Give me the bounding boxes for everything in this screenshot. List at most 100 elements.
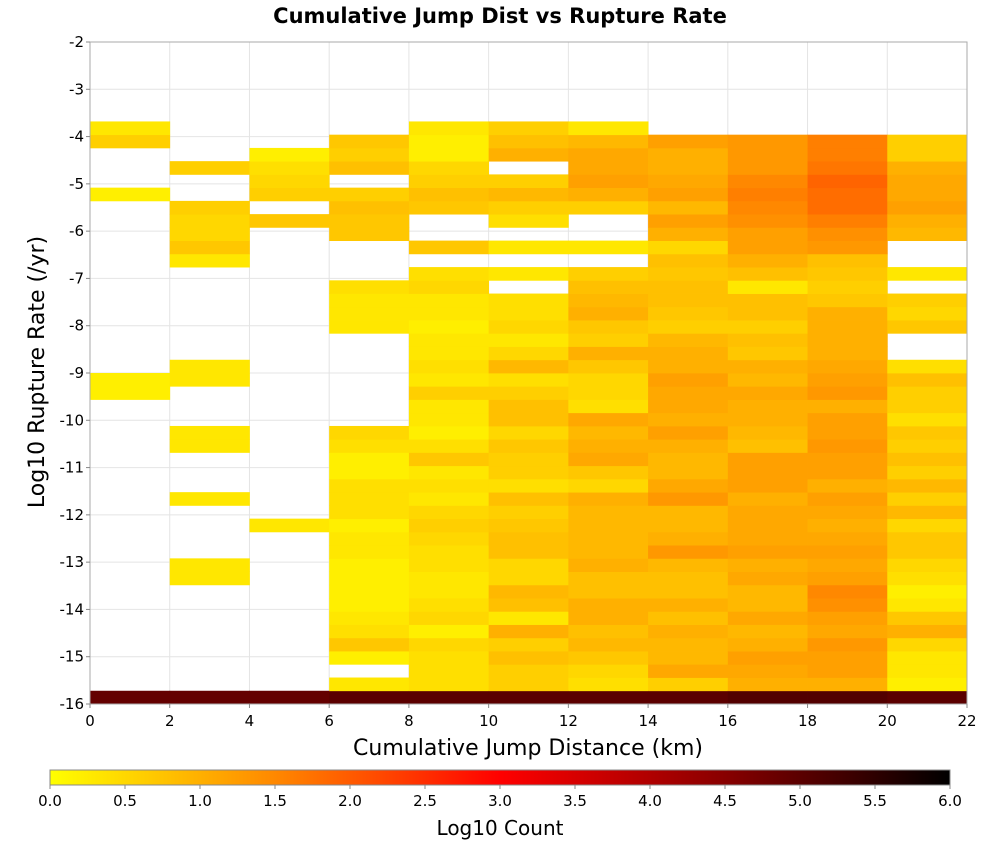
y-tick-label: -15 [60, 648, 85, 666]
heatmap-cell [249, 147, 330, 162]
heatmap-cell [568, 651, 649, 665]
heatmap-cell [807, 200, 888, 215]
heatmap-cell [887, 545, 968, 559]
heatmap-cell [648, 598, 729, 612]
colorbar-label: Log10 Count [437, 816, 564, 840]
heatmap-cell [727, 280, 808, 294]
heatmap-cell [169, 571, 250, 586]
heatmap-cell [727, 651, 808, 665]
heatmap-cell [408, 492, 490, 506]
heatmap-cell [648, 227, 729, 241]
heatmap-cell [488, 492, 569, 506]
heatmap-cell [568, 598, 649, 612]
y-axis-ticks: -2 -3 -4 -5 -6 -7 -8 -9 -10 -11 -12 -13 -14 -15 -16 [60, 33, 90, 713]
heatmap-cell [568, 412, 649, 427]
colorbar [49, 769, 951, 786]
heatmap-cell [249, 214, 330, 228]
heatmap-cell [329, 214, 410, 228]
heatmap-cell [887, 571, 968, 586]
heatmap-cell [648, 134, 729, 149]
heatmap-cell [408, 161, 490, 175]
heatmap-cell [807, 280, 888, 294]
heatmap-cell [807, 664, 888, 678]
heatmap-cell [727, 174, 808, 189]
heatmap-cell [329, 531, 410, 546]
heatmap-cell [568, 134, 649, 149]
x-tick-label: 4 [245, 712, 255, 730]
heatmap-cell [648, 293, 729, 308]
colorbar-tick-label: 0.0 [38, 792, 62, 810]
colorbar-tick-label: 3.5 [563, 792, 587, 810]
heatmap-cell [249, 187, 330, 202]
heatmap-cell [648, 253, 729, 268]
heatmap-cell [408, 240, 490, 255]
heatmap-cell [329, 280, 410, 294]
heatmap-cell [887, 478, 968, 493]
heatmap-cell [807, 690, 888, 705]
heatmap-cell [568, 492, 649, 506]
heatmap-cell [329, 187, 410, 202]
heatmap-cell [408, 558, 490, 572]
heatmap-cell [488, 690, 569, 705]
y-tick-label: -4 [69, 128, 84, 146]
heatmap-cell [408, 690, 490, 705]
heatmap-cell [249, 174, 330, 189]
heatmap-cell [408, 598, 490, 612]
heatmap-cell [488, 584, 569, 599]
heatmap-cell [648, 320, 729, 334]
heatmap-cell [887, 227, 968, 241]
heatmap-cell [887, 386, 968, 400]
heatmap-cell [169, 690, 250, 705]
heatmap-cell [408, 386, 490, 400]
heatmap-cell [648, 280, 729, 294]
heatmap-cell [488, 386, 569, 400]
heatmap-cell [727, 227, 808, 241]
heatmap-cell [329, 584, 410, 599]
heatmap-cell [488, 478, 569, 493]
heatmap-cell [648, 240, 729, 255]
y-axis-label: Log10 Rupture Rate (/yr) [25, 236, 50, 508]
heatmap-cell [488, 333, 569, 347]
heatmap-cell [90, 121, 171, 136]
heatmap-cell [488, 187, 569, 202]
heatmap-cell [648, 677, 729, 692]
heatmap-cell [488, 598, 569, 612]
heatmap-cell [329, 227, 410, 241]
heatmap-cell [169, 373, 250, 387]
heatmap-cell [807, 637, 888, 652]
heatmap-cell [648, 200, 729, 215]
heatmap-cell [807, 240, 888, 255]
heatmap-cell [408, 187, 490, 202]
heatmap-cell [887, 558, 968, 572]
heatmap-cell [329, 134, 410, 149]
y-tick-label: -5 [69, 175, 84, 193]
heatmap-cell [648, 174, 729, 189]
heatmap-cell [887, 425, 968, 440]
heatmap-cell [329, 518, 410, 533]
heatmap-cell [727, 240, 808, 255]
heatmap-cell [329, 624, 410, 639]
colorbar-tick-label: 2.0 [338, 792, 362, 810]
heatmap-cell [488, 664, 569, 678]
heatmap-cell [568, 399, 649, 414]
heatmap-cell [887, 598, 968, 612]
heatmap-cell [488, 267, 569, 281]
heatmap-cell [568, 187, 649, 202]
heatmap-cell [648, 452, 729, 467]
heatmap-cell [488, 439, 569, 453]
heatmap-cell [568, 505, 649, 520]
heatmap-cell [90, 134, 171, 149]
heatmap-cell [568, 373, 649, 387]
heatmap-cell [488, 134, 569, 149]
heatmap-cell [329, 200, 410, 215]
x-tick-label: 0 [85, 712, 95, 730]
heatmap-cell [568, 346, 649, 361]
x-axis-label: Cumulative Jump Distance (km) [353, 736, 703, 761]
x-tick-label: 2 [165, 712, 175, 730]
heatmap-cell [727, 637, 808, 652]
heatmap-cell [807, 598, 888, 612]
heatmap-cell [727, 359, 808, 374]
heatmap-cell [887, 531, 968, 546]
heatmap-cell [408, 346, 490, 361]
heatmap-cell [727, 399, 808, 414]
